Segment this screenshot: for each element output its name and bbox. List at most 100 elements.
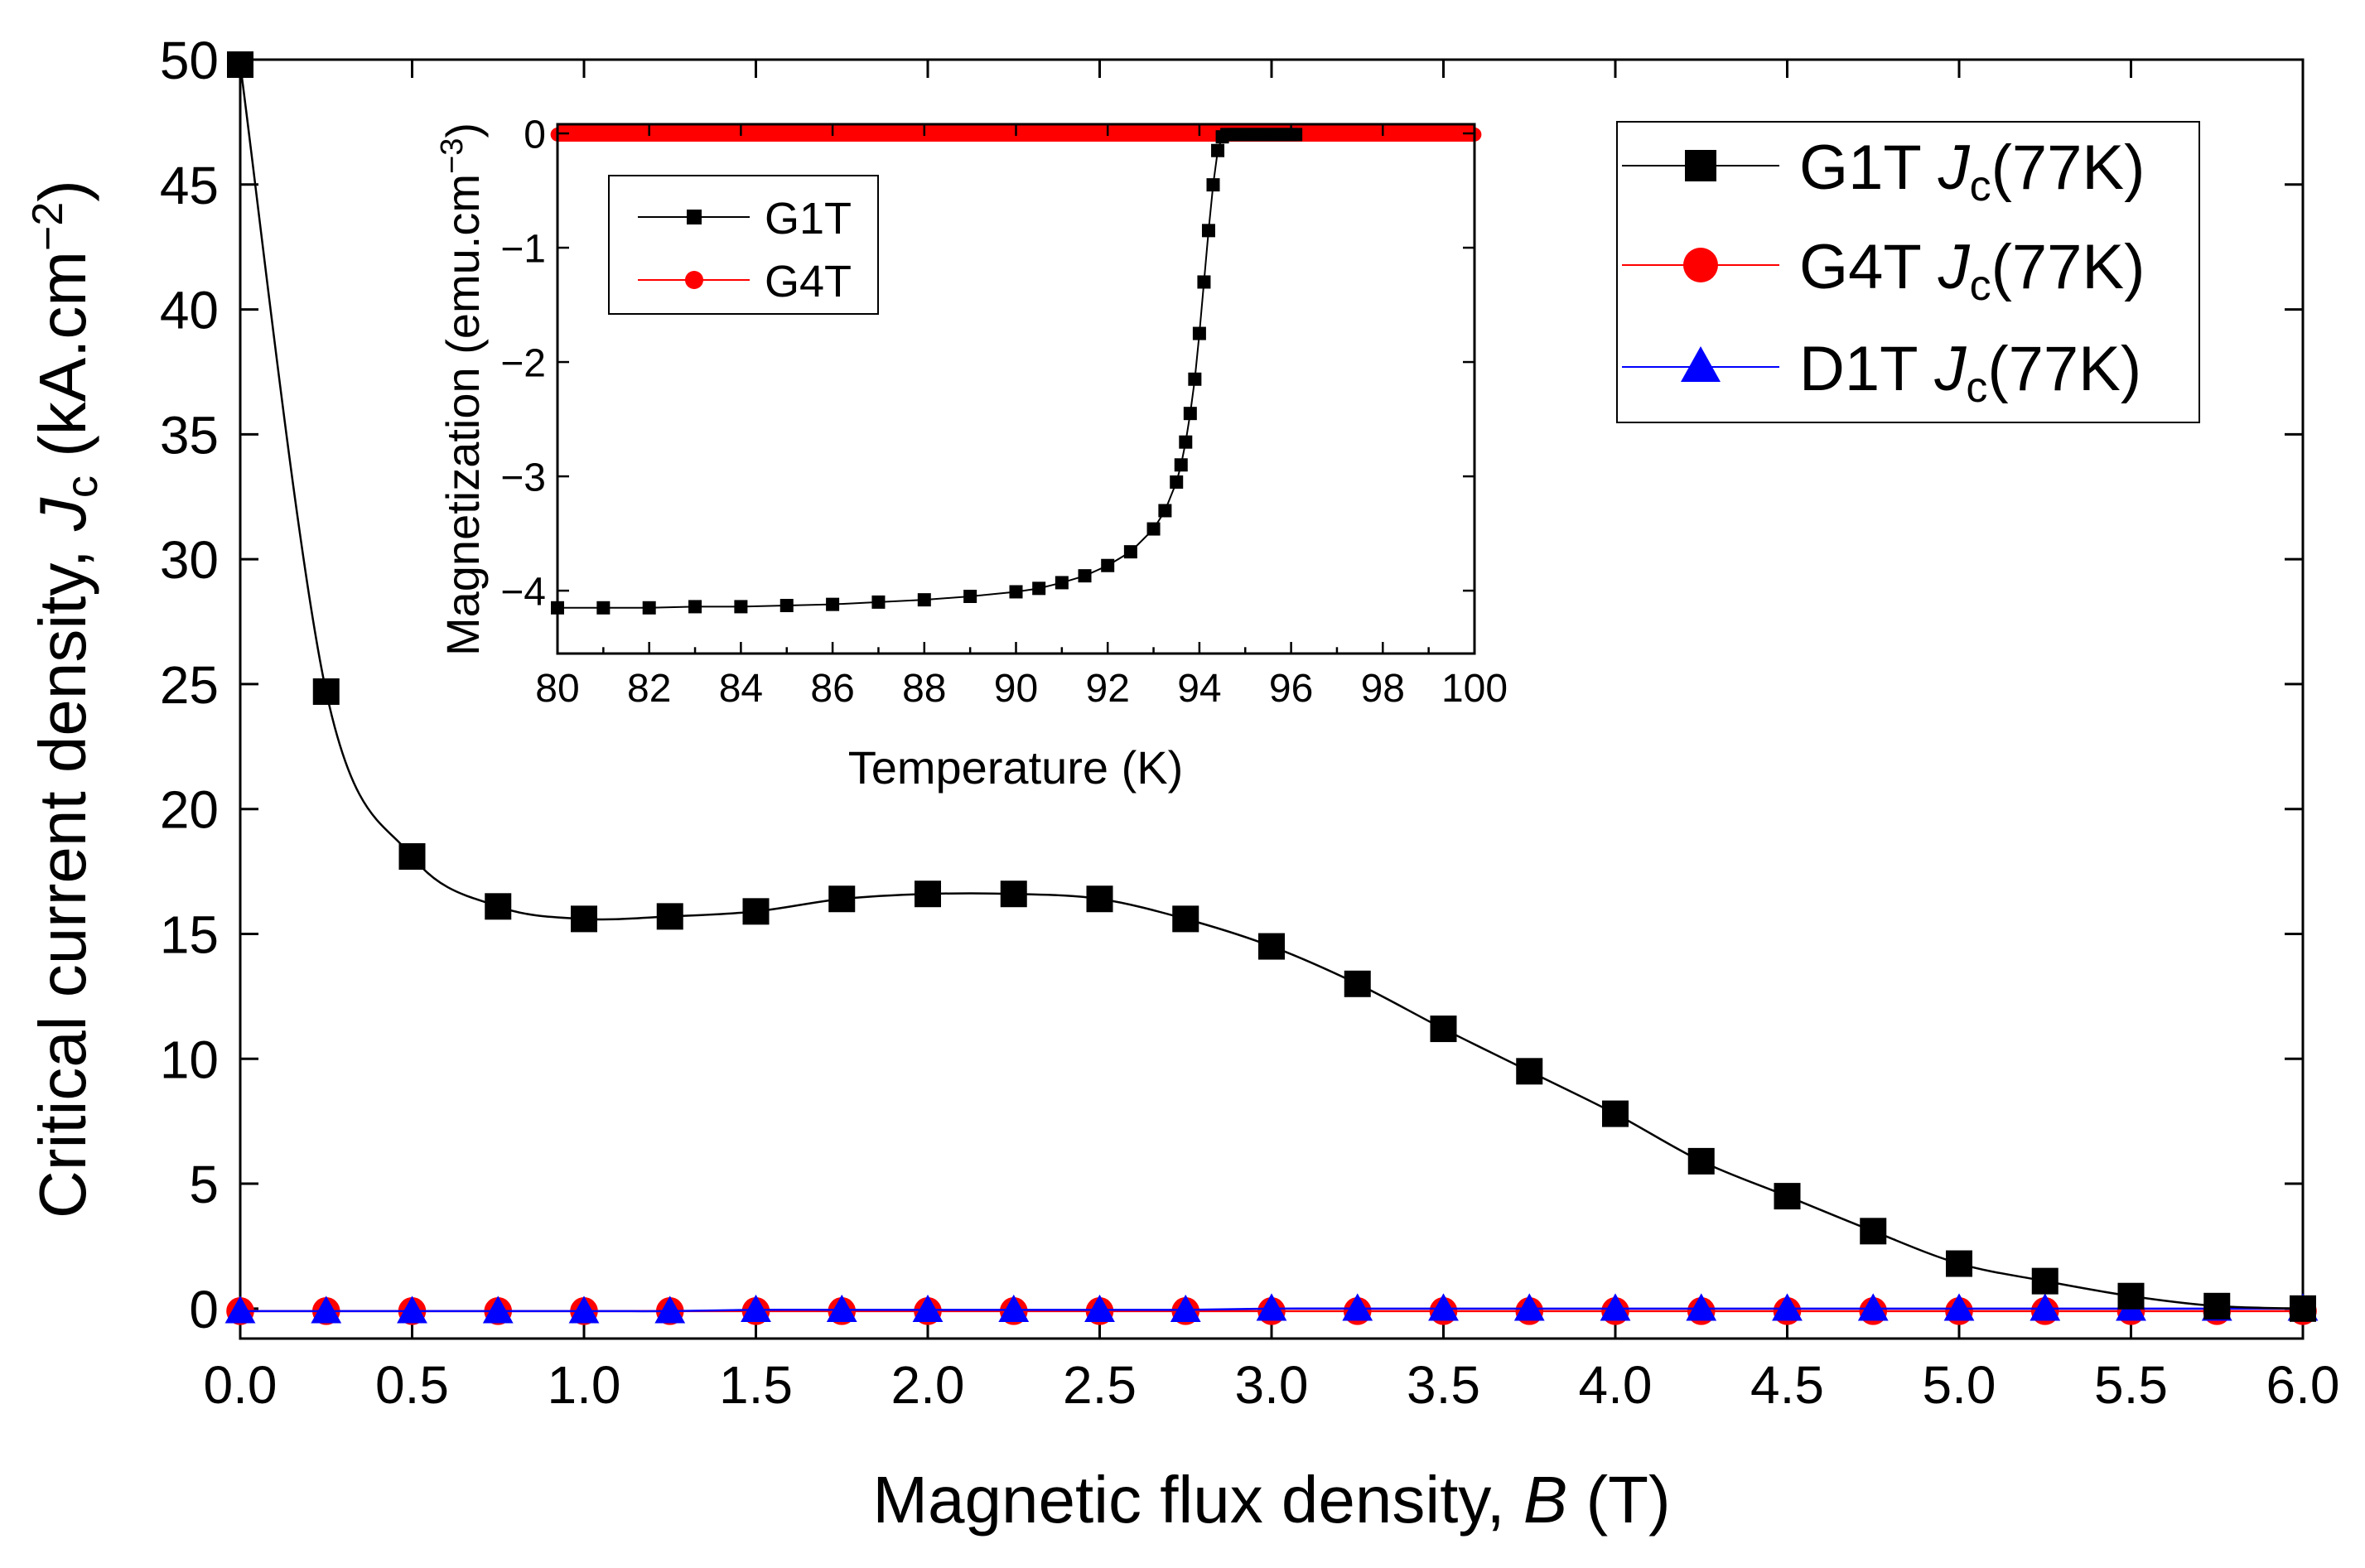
inset-plot: 80 82 84 86 88 90 92 94 96 98 100 0 −1 −2 −3 −4 Tempera… xyxy=(435,113,1508,794)
main-point-d1t xyxy=(311,1295,342,1324)
main-point-d1t xyxy=(1170,1294,1201,1323)
inset-point-g1t xyxy=(1158,504,1172,518)
main-x-tick-label: 5.5 xyxy=(2094,1355,2168,1415)
main-point-g1t xyxy=(1172,905,1199,933)
inset-legend-label-g4t: G4T xyxy=(765,257,852,306)
main-point-d1t xyxy=(1428,1293,1459,1321)
inset-legend-item-g1t: G1T xyxy=(638,194,852,244)
main-x-tick-label: 3.5 xyxy=(1407,1355,1480,1415)
inset-point-g4t xyxy=(1055,128,1069,142)
main-point-d1t xyxy=(224,1295,256,1324)
inset-point-g1t xyxy=(1188,372,1202,386)
inset-point-g1t xyxy=(688,600,702,614)
main-point-d1t xyxy=(912,1294,944,1323)
inset-point-g4t xyxy=(688,128,702,142)
legend-marker-g4t xyxy=(1683,248,1718,282)
inset-point-g1t xyxy=(963,589,977,603)
inset-point-g4t xyxy=(871,128,886,142)
main-point-d1t xyxy=(1256,1293,1287,1321)
inset-point-g1t xyxy=(779,599,794,613)
inset-x-tick-label: 100 xyxy=(1441,667,1508,711)
main-point-g1t xyxy=(828,885,856,913)
inset-legend: G1T G4T xyxy=(608,175,879,315)
inset-point-g1t xyxy=(596,601,611,615)
inset-point-g1t xyxy=(1289,128,1303,142)
inset-x-tick-label: 94 xyxy=(1177,667,1221,711)
inset-point-g4t xyxy=(963,128,977,142)
main-point-d1t xyxy=(1342,1293,1373,1321)
main-point-d1t xyxy=(482,1295,514,1324)
main-point-g1t xyxy=(1516,1058,1543,1085)
inset-axis-ticks: 80 82 84 86 88 90 92 94 96 98 100 0 −1 −2 −3 −4 xyxy=(500,113,1508,711)
main-y-tick-label: 50 xyxy=(160,31,219,90)
main-point-g1t xyxy=(2117,1282,2145,1310)
inset-point-g1t xyxy=(1009,585,1023,599)
inset-point-g1t xyxy=(1146,522,1161,536)
main-y-tick-label: 30 xyxy=(160,530,219,590)
main-point-g1t xyxy=(1258,933,1285,960)
inset-point-g1t xyxy=(1192,326,1206,340)
inset-x-tick-label: 96 xyxy=(1269,667,1313,711)
inset-legend-marker-g1t xyxy=(687,210,702,224)
inset-x-tick-label: 82 xyxy=(627,667,671,711)
main-y-tick-label: 10 xyxy=(160,1030,219,1089)
main-point-g1t xyxy=(227,51,253,79)
main-point-g1t xyxy=(1000,880,1027,908)
main-point-d1t xyxy=(1943,1293,1975,1321)
inset-point-g4t xyxy=(1421,128,1436,142)
inset-point-g1t xyxy=(1179,435,1193,449)
main-point-d1t xyxy=(1686,1293,1717,1321)
main-x-tick-label: 5.0 xyxy=(1923,1355,1996,1415)
main-y-axis-label: Critical current density, Jc (kA.cm−2) xyxy=(24,180,107,1218)
inset-y-tick-label: −1 xyxy=(500,227,546,271)
legend-label-g4t: G4T Jc(77K) xyxy=(1799,232,2145,310)
inset-legend-item-g4t: G4T xyxy=(638,257,852,306)
inset-point-g1t xyxy=(1032,581,1046,596)
main-x-axis-label: Magnetic flux density, B (T) xyxy=(872,1463,1670,1537)
inset-x-tick-label: 80 xyxy=(535,667,579,711)
main-point-g1t xyxy=(1086,885,1113,913)
main-y-tick-label: 45 xyxy=(160,156,219,215)
main-point-g1t xyxy=(312,678,340,705)
legend-item-g4t: G4T Jc(77K) xyxy=(1622,232,2145,310)
main-point-g1t xyxy=(1430,1016,1457,1043)
main-x-tick-label: 2.5 xyxy=(1063,1355,1137,1415)
legend-marker-g1t xyxy=(1685,150,1716,181)
inset-point-g1t xyxy=(1211,143,1225,157)
main-plot: 0.0 0.5 1.0 1.5 2.0 2.5 3.0 3.5 4.0 4.5 5.0 5.5 6.0 0… xyxy=(24,31,2339,1537)
inset-x-tick-label: 84 xyxy=(719,667,763,711)
main-point-d1t xyxy=(1513,1293,1545,1321)
main-point-g1t xyxy=(656,903,683,930)
inset-point-g1t xyxy=(1183,407,1197,421)
inset-series-g1t xyxy=(551,128,1303,615)
main-y-tick-label: 5 xyxy=(189,1155,219,1214)
main-point-g1t xyxy=(1687,1147,1715,1175)
main-point-d1t xyxy=(397,1295,427,1324)
main-x-tick-label: 1.0 xyxy=(548,1355,621,1415)
main-point-d1t xyxy=(1772,1293,1803,1321)
main-point-d1t xyxy=(1857,1293,1889,1321)
legend-label-d1t: D1T Jc(77K) xyxy=(1799,334,2141,412)
main-y-tick-label: 40 xyxy=(160,281,219,340)
main-point-d1t xyxy=(2030,1293,2061,1321)
legend-label-g1t: G1T Jc(77K) xyxy=(1799,133,2145,210)
inset-point-g4t xyxy=(779,128,794,142)
inset-point-g1t xyxy=(1101,558,1115,572)
main-point-g1t xyxy=(485,893,512,920)
main-point-d1t xyxy=(1600,1293,1631,1321)
main-point-g1t xyxy=(742,898,770,925)
main-y-tick-label: 0 xyxy=(189,1280,219,1339)
main-x-tick-label: 4.5 xyxy=(1750,1355,1824,1415)
inset-y-tick-label: −4 xyxy=(500,570,546,614)
main-point-g1t xyxy=(1860,1218,1887,1245)
main-legend: G1T Jc(77K) G4T Jc(77K) D1T Jc(77K) xyxy=(1616,121,2200,423)
main-series-d1t xyxy=(224,1293,2319,1324)
main-point-g1t xyxy=(1774,1183,1801,1210)
inset-x-axis-label: Temperature (K) xyxy=(848,741,1184,794)
main-x-tick-label: 0.0 xyxy=(204,1355,278,1415)
main-point-g1t xyxy=(1344,970,1371,997)
legend-marker-d1t xyxy=(1681,346,1721,382)
inset-y-tick-label: −2 xyxy=(500,341,546,385)
inset-point-g1t xyxy=(1078,569,1092,583)
main-point-d1t xyxy=(654,1295,686,1324)
